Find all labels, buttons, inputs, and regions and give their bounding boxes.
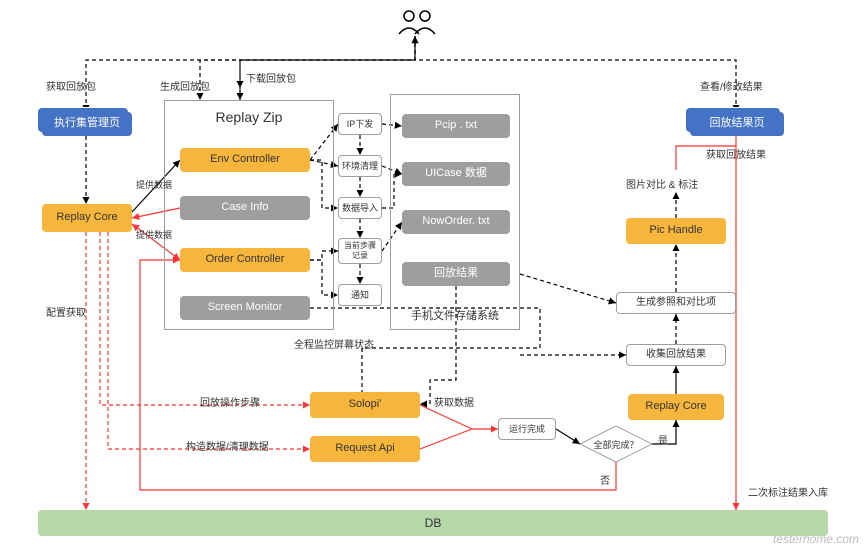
node-uicase: UICase 数据 [402, 162, 510, 186]
decision-all-done: 全部完成？ [580, 426, 652, 462]
node-data_import: 数据导入 [338, 197, 382, 219]
diagram-stage: Replay Zip 手机文件存储系统 执行集管理页Replay CoreEnv… [0, 0, 865, 550]
users-icon [395, 8, 439, 36]
node-env_ctrl: Env Controller [180, 148, 310, 172]
edge-label-13: 是 [658, 432, 668, 447]
node-run_done: 运行完成 [498, 418, 556, 440]
edge-label-10: 构造数据/清理数据 [186, 438, 269, 453]
db-bar: DB [38, 510, 828, 536]
node-noworder: NowOrder. txt [402, 210, 510, 234]
edge-label-8: 全程监控屏幕状态 [294, 336, 374, 351]
node-collect_result: 收集回放结果 [626, 344, 726, 366]
node-gen_compare: 生成参照和对比项 [616, 292, 736, 314]
node-replay_result: 回放结果 [402, 262, 510, 286]
node-exec_mgmt: 执行集管理页 [42, 112, 132, 136]
edge-label-0: 获取回放包 [46, 78, 96, 93]
edge-label-6: 提供数据 [136, 228, 172, 241]
edge-label-3: 查看/修改结果 [700, 78, 763, 93]
node-order_ctrl: Order Controller [180, 248, 310, 272]
edge-label-12: 图片对比 & 标注 [626, 176, 698, 191]
watermark: testerhome.com [773, 532, 859, 546]
node-env_clean: 环境清理 [338, 155, 382, 177]
node-ip_send: IP下发 [338, 113, 382, 135]
edge-1 [200, 36, 415, 100]
edge-30 [556, 429, 580, 444]
edge-label-2: 下载回放包 [246, 70, 296, 85]
edge-27 [420, 429, 472, 449]
edge-label-7: 配置获取 [46, 304, 86, 319]
edge-label-15: 二次标注结果入库 [748, 484, 828, 499]
edge-38 [520, 274, 616, 303]
node-result_page: 回放结果页 [690, 112, 784, 136]
edge-label-9: 回放操作步骤 [200, 394, 260, 409]
edge-label-14: 否 [600, 472, 610, 487]
node-pcip: Pcip . txt [402, 114, 510, 138]
edge-label-4: 获取回放结果 [706, 146, 766, 161]
node-replay_core_left: Replay Core [42, 204, 132, 232]
node-pic_handle: Pic Handle [626, 218, 726, 244]
node-screen_mon: Screen Monitor [180, 296, 310, 320]
edge-label-5: 提供数据 [136, 178, 172, 191]
node-case_info: Case Info [180, 196, 310, 220]
node-solopi: Solopi' [310, 392, 420, 418]
edge-label-1: 生成回放包 [160, 78, 210, 93]
node-request_api: Request Api [310, 436, 420, 462]
node-step_record: 当前步骤 记录 [338, 238, 382, 264]
node-notify: 通知 [338, 284, 382, 306]
edge-label-11: 获取数据 [434, 394, 474, 409]
node-replay_core_right: Replay Core [628, 394, 724, 420]
